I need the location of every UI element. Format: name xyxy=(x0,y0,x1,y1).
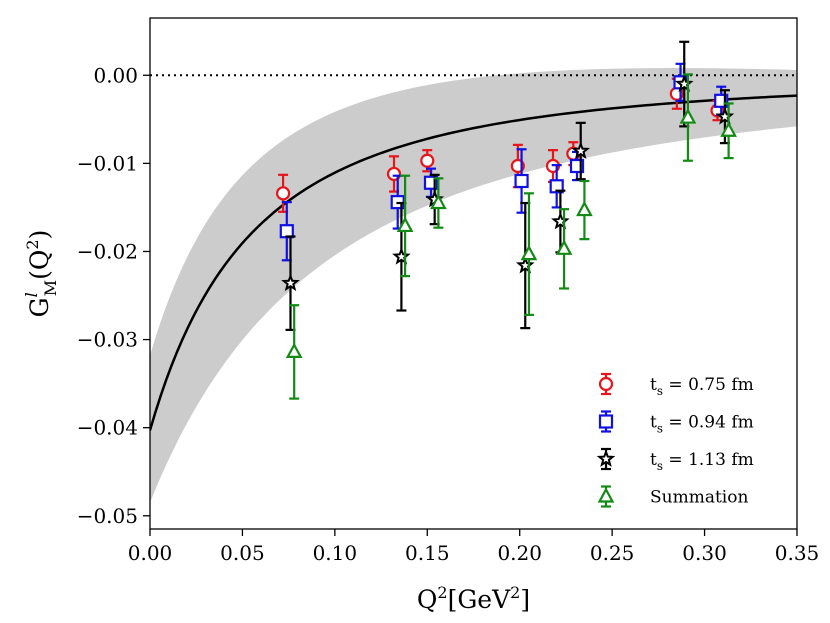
data-point xyxy=(275,186,291,201)
x-title-close: ] xyxy=(520,585,530,614)
data-point xyxy=(549,179,564,194)
fit-curve xyxy=(150,94,797,431)
x-tick-label: 0.30 xyxy=(682,541,727,565)
legend-label: Summation xyxy=(650,488,748,508)
data-point xyxy=(720,121,737,137)
legend-label: ts = 0.75 fm xyxy=(650,375,754,398)
y-tick-label: 0.00 xyxy=(93,63,138,87)
legend-label-sub: s xyxy=(657,384,663,398)
legend-label-sub: s xyxy=(657,422,663,436)
legend-label-main: t xyxy=(650,375,657,395)
data-point xyxy=(520,244,538,261)
data-point xyxy=(514,173,529,189)
series-2 xyxy=(281,40,735,331)
legend-label-rest: = 0.75 fm xyxy=(663,375,754,395)
legend-marker xyxy=(596,449,616,467)
plot-frame xyxy=(149,17,798,530)
x-tick-label: 0.05 xyxy=(220,541,265,565)
data-point xyxy=(715,106,735,125)
y-tick-label: −0.02 xyxy=(77,239,138,263)
data-point xyxy=(515,255,535,274)
data-point xyxy=(555,239,573,255)
y-title-sup: l xyxy=(22,292,41,297)
data-point xyxy=(679,108,697,124)
y-tick-label: −0.05 xyxy=(77,504,138,528)
legend-label-rest: = 0.94 fm xyxy=(663,413,754,433)
x-tick-label: 0.10 xyxy=(313,541,358,565)
x-tick-label: 0.00 xyxy=(128,541,173,565)
x-tick-label: 0.15 xyxy=(405,541,450,565)
data-point xyxy=(285,342,303,359)
legend-label-main: Summation xyxy=(650,488,748,508)
x-title-unit: [GeV xyxy=(448,585,512,614)
data-point xyxy=(281,273,300,292)
y-axis-title: GlM(Q2) xyxy=(22,230,60,318)
legend-label-sub: s xyxy=(657,459,663,473)
x-tick-label: 0.20 xyxy=(497,541,542,565)
data-point xyxy=(674,74,694,92)
y-tick-label: −0.03 xyxy=(77,328,138,352)
x-title-unit-sup: 2 xyxy=(510,583,520,602)
series-3 xyxy=(285,73,737,400)
legend-marker xyxy=(598,376,614,392)
y-title-g: G xyxy=(25,297,54,317)
y-title-close: ) xyxy=(25,230,54,240)
x-title-q: Q xyxy=(417,585,438,614)
data-point xyxy=(420,153,435,168)
fit-error-band xyxy=(150,68,797,503)
legend-marker xyxy=(598,414,614,429)
plot-area xyxy=(150,68,797,503)
y-title-arg-sup: 2 xyxy=(23,239,42,249)
legend-label-main: t xyxy=(650,450,657,470)
y-tick-label: −0.01 xyxy=(77,151,138,175)
y-tick-label: −0.04 xyxy=(77,416,138,440)
y-title-sub: M xyxy=(41,280,60,296)
legend-label: ts = 0.94 fm xyxy=(650,413,754,436)
data-point xyxy=(396,216,414,233)
x-title-sup: 2 xyxy=(437,583,447,602)
data-point xyxy=(571,141,591,159)
data-point xyxy=(392,246,411,265)
y-title-arg: (Q xyxy=(25,250,54,280)
legend-label: ts = 1.13 fm xyxy=(650,450,754,473)
legend-label-main: t xyxy=(650,413,657,433)
legend-marker xyxy=(597,487,615,503)
legend-label-rest: = 1.13 fm xyxy=(663,450,754,470)
data-point xyxy=(430,193,447,210)
x-tick-label: 0.25 xyxy=(590,541,635,565)
data-point xyxy=(551,211,570,230)
data-point xyxy=(576,200,593,217)
x-tick-label: 0.35 xyxy=(775,541,820,565)
x-axis-title: Q2[GeV2] xyxy=(417,583,530,614)
